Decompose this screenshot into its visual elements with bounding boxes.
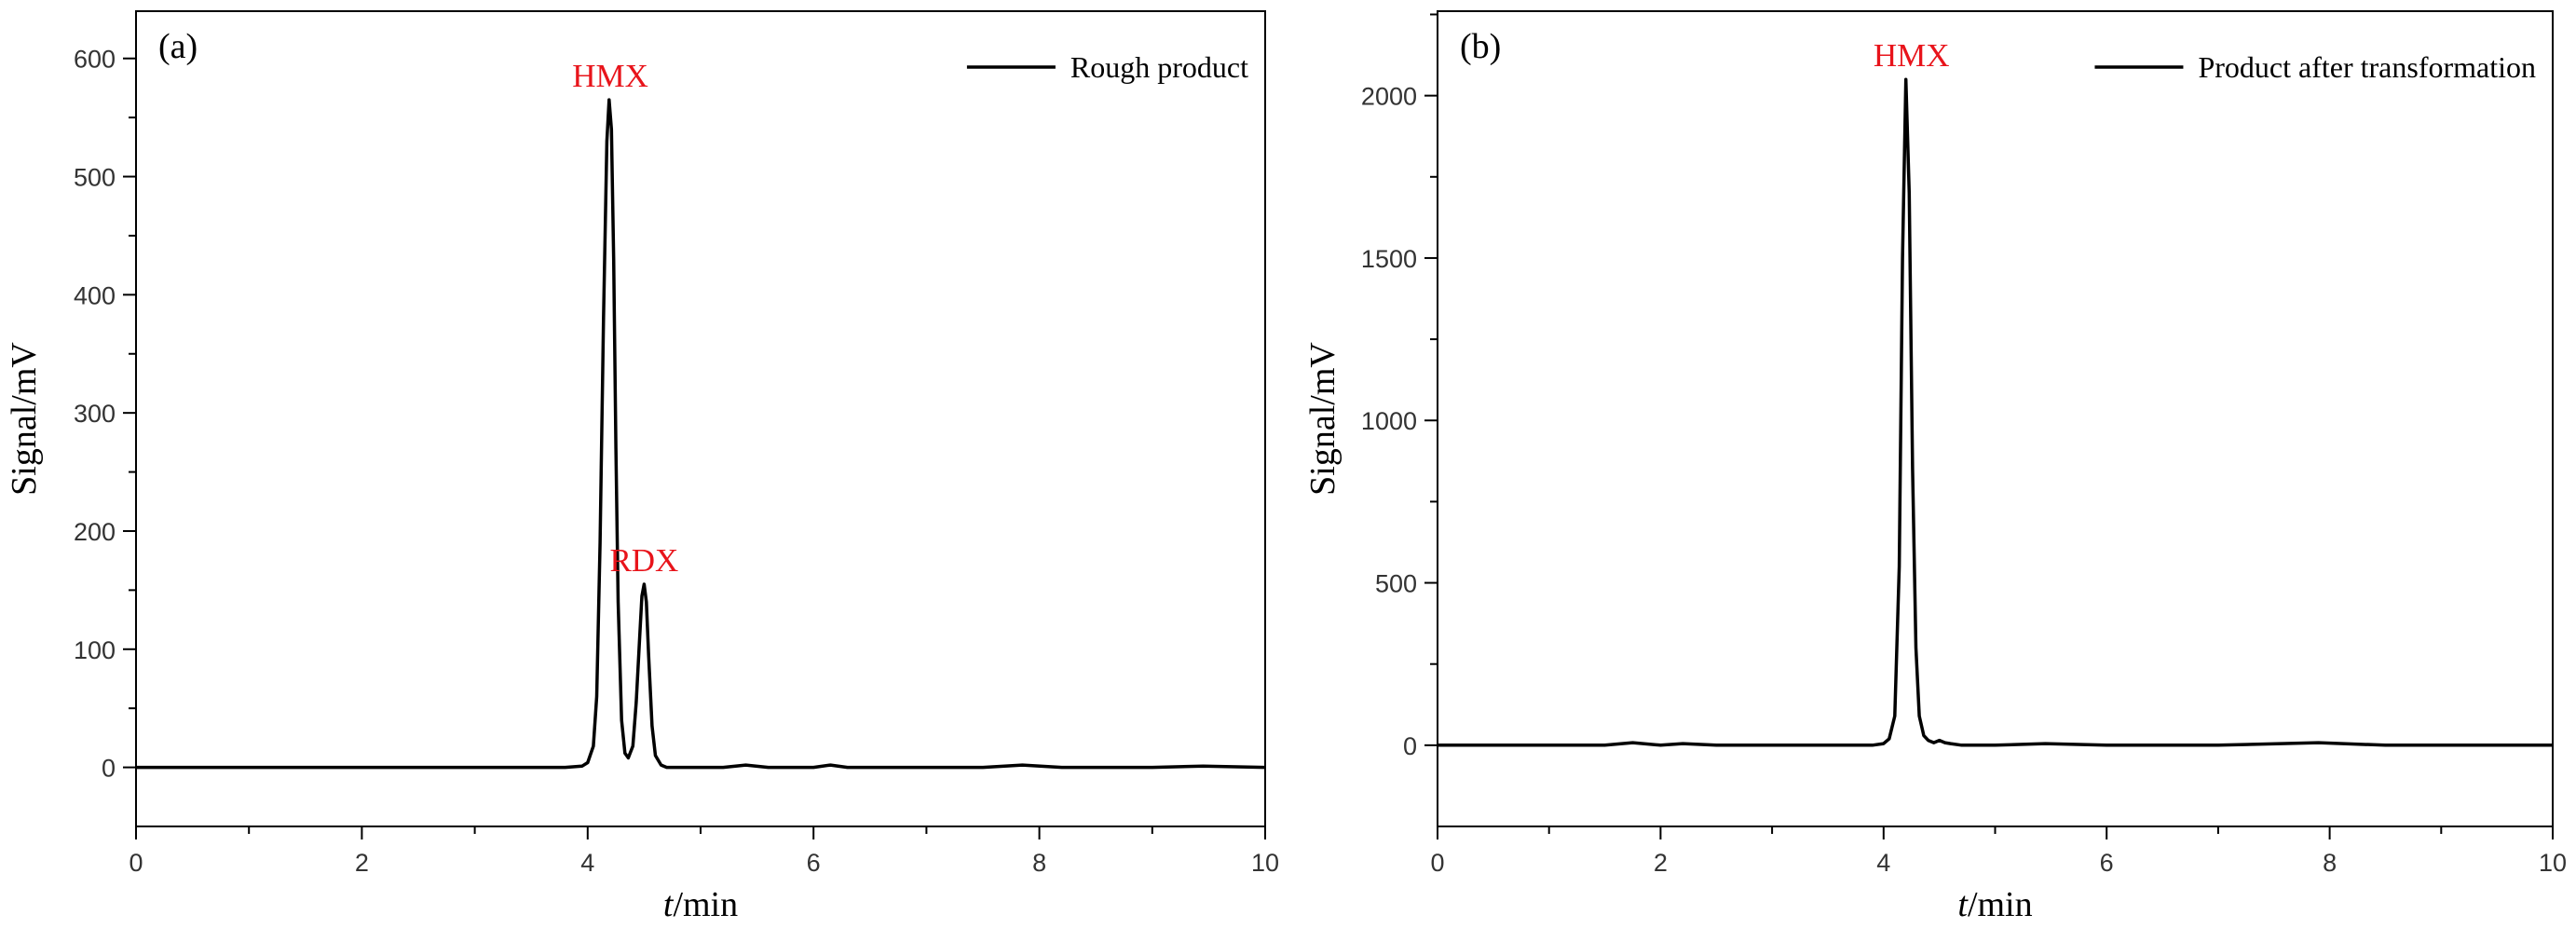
panel-b-transformed-product-chart: 0 2 4 6 8 10 0 500 1000 1500 2000 HMX Product after … <box>1303 10 2567 924</box>
y-tick-label: 0 <box>1403 732 1417 760</box>
y-tick-label: 300 <box>74 400 116 428</box>
y-tick-label: 2000 <box>1361 83 1417 111</box>
x-tick-label: 8 <box>1032 849 1046 877</box>
x-axis-title-variable: t <box>663 885 675 924</box>
x-tick-label: 2 <box>1654 849 1668 877</box>
x-tick-label: 8 <box>2323 849 2337 877</box>
y-tick-label: 1000 <box>1361 407 1417 435</box>
y-tick-label: 200 <box>74 518 116 546</box>
x-tick-label: 0 <box>129 849 143 877</box>
peak-annotation: HMX <box>1874 37 1950 74</box>
x-axis-title-variable: t <box>1957 885 1969 924</box>
panel-label: (a) <box>158 27 198 66</box>
y-tick-label: 400 <box>74 281 116 309</box>
x-tick-label: 0 <box>1430 849 1444 877</box>
x-axis-title-unit: /min <box>673 885 738 924</box>
plot-frame <box>1437 10 2554 827</box>
x-tick-label: 10 <box>2539 849 2567 877</box>
x-tick-label: 4 <box>580 849 594 877</box>
series-line <box>136 98 1266 770</box>
x-tick-label: 10 <box>1251 849 1279 877</box>
y-tick-label: 500 <box>1375 570 1417 598</box>
y-tick-label: 100 <box>74 636 116 664</box>
x-axis-title: t/min <box>1957 885 2032 924</box>
y-tick-label: 600 <box>74 46 116 74</box>
x-tick-label: 4 <box>1876 849 1890 877</box>
y-tick-label: 1500 <box>1361 245 1417 273</box>
x-axis-title: t/min <box>663 885 738 924</box>
y-tick-label: 500 <box>74 164 116 192</box>
y-axis-title: Signal/mV <box>5 342 44 496</box>
panel-label: (b) <box>1460 27 1501 66</box>
peak-annotation: RDX <box>609 542 678 579</box>
x-axis-title-unit: /min <box>1968 885 2033 924</box>
series-line <box>1438 77 2553 747</box>
legend-label: Product after transformation <box>2198 50 2536 84</box>
peak-annotation: HMX <box>572 58 648 94</box>
plot-frame <box>135 10 1266 827</box>
x-tick-label: 6 <box>807 849 821 877</box>
x-tick-label: 2 <box>355 849 369 877</box>
x-tick-label: 6 <box>2100 849 2114 877</box>
y-axis-title: Signal/mV <box>1303 342 1343 496</box>
y-tick-label: 0 <box>102 755 116 783</box>
legend-label: Rough product <box>1070 50 1248 84</box>
